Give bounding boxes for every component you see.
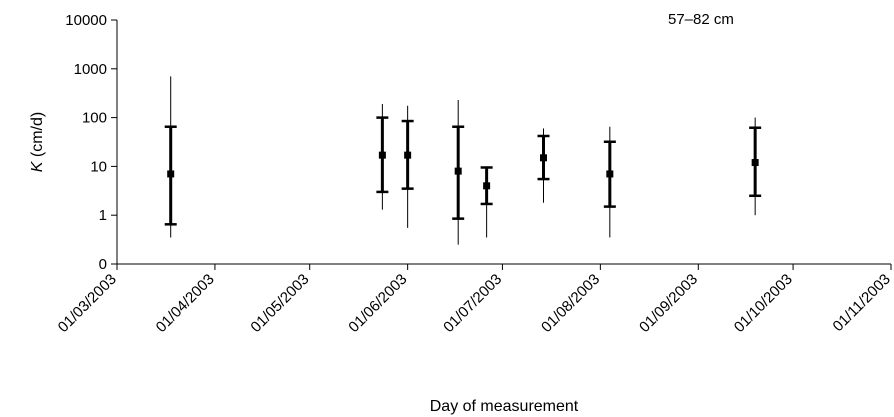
data-point bbox=[537, 128, 550, 203]
y-axis-label-symbol: K bbox=[29, 160, 46, 172]
data-point bbox=[603, 126, 616, 238]
y-tick-label: 1 bbox=[99, 207, 107, 224]
x-tick-label: 01/08/2003 bbox=[538, 271, 603, 336]
median-marker bbox=[378, 151, 386, 159]
y-axis: 0 1 10 100 1000 10000 bbox=[65, 12, 118, 273]
x-tick-label: 01/05/2003 bbox=[247, 271, 312, 336]
annotation: 57–82 cm bbox=[668, 11, 734, 28]
data-point bbox=[749, 117, 762, 216]
median-marker bbox=[167, 170, 175, 178]
x-tick-label: 01/06/2003 bbox=[345, 271, 410, 336]
median-marker bbox=[751, 159, 759, 167]
y-tick-label: 0 bbox=[99, 256, 107, 273]
median-marker bbox=[404, 151, 412, 159]
median-marker bbox=[483, 182, 491, 190]
y-tick-label: 10 bbox=[90, 158, 107, 175]
median-marker bbox=[606, 170, 614, 178]
y-axis-label-unit: (cm/d) bbox=[29, 112, 46, 162]
y-tick-label: 100 bbox=[82, 110, 107, 127]
x-tick-label: 01/11/2003 bbox=[830, 271, 894, 335]
median-marker bbox=[454, 167, 462, 175]
x-axis: 01/03/2003 01/04/2003 01/05/2003 01/06/2003… bbox=[55, 263, 894, 336]
x-tick-label: 01/09/2003 bbox=[636, 271, 701, 336]
y-tick-label: 10000 bbox=[65, 12, 107, 29]
data-point bbox=[376, 103, 389, 210]
x-tick-label: 01/07/2003 bbox=[440, 271, 505, 336]
x-tick-label: 01/10/2003 bbox=[731, 271, 796, 336]
data-point bbox=[480, 166, 493, 238]
median-marker bbox=[539, 154, 547, 162]
x-tick-label: 01/03/2003 bbox=[55, 271, 120, 336]
y-tick-label: 1000 bbox=[74, 61, 107, 78]
x-axis-label: Day of measurement bbox=[430, 398, 579, 415]
data-point bbox=[401, 105, 414, 228]
y-axis-label: K (cm/d) bbox=[29, 112, 46, 172]
data-point bbox=[452, 99, 465, 245]
data-point bbox=[164, 76, 177, 238]
x-tick-label: 01/04/2003 bbox=[153, 271, 218, 336]
